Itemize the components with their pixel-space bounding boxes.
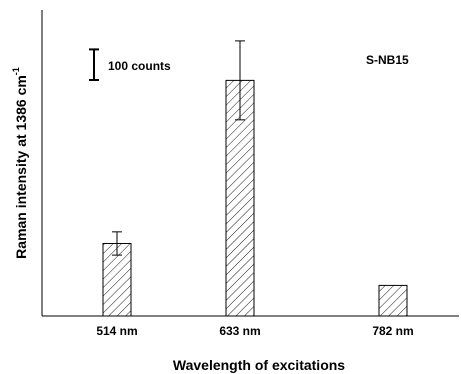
bar-782-nm [378, 284, 408, 317]
scale-bar-label: 100 counts [108, 59, 171, 73]
y-axis-title: Raman intensity at 1386 cm-1 [11, 67, 29, 259]
sample-label: S-NB15 [366, 53, 409, 67]
x-axis-title: Wavelength of excitations [173, 357, 345, 373]
error-bars-group [112, 40, 245, 256]
bars-group [102, 79, 408, 317]
y-axis-title-main: Raman intensity at 1386 cm [13, 75, 29, 259]
y-axis-title-superscript: -1 [11, 67, 21, 75]
x-tick-label-633-nm: 633 nm [219, 324, 260, 338]
x-tick-label-514-nm: 514 nm [96, 324, 137, 338]
scale-bar [89, 48, 99, 81]
x-tick-label-782-nm: 782 nm [372, 324, 413, 338]
x-tick-labels: 514 nm 633 nm 782 nm [96, 324, 413, 338]
